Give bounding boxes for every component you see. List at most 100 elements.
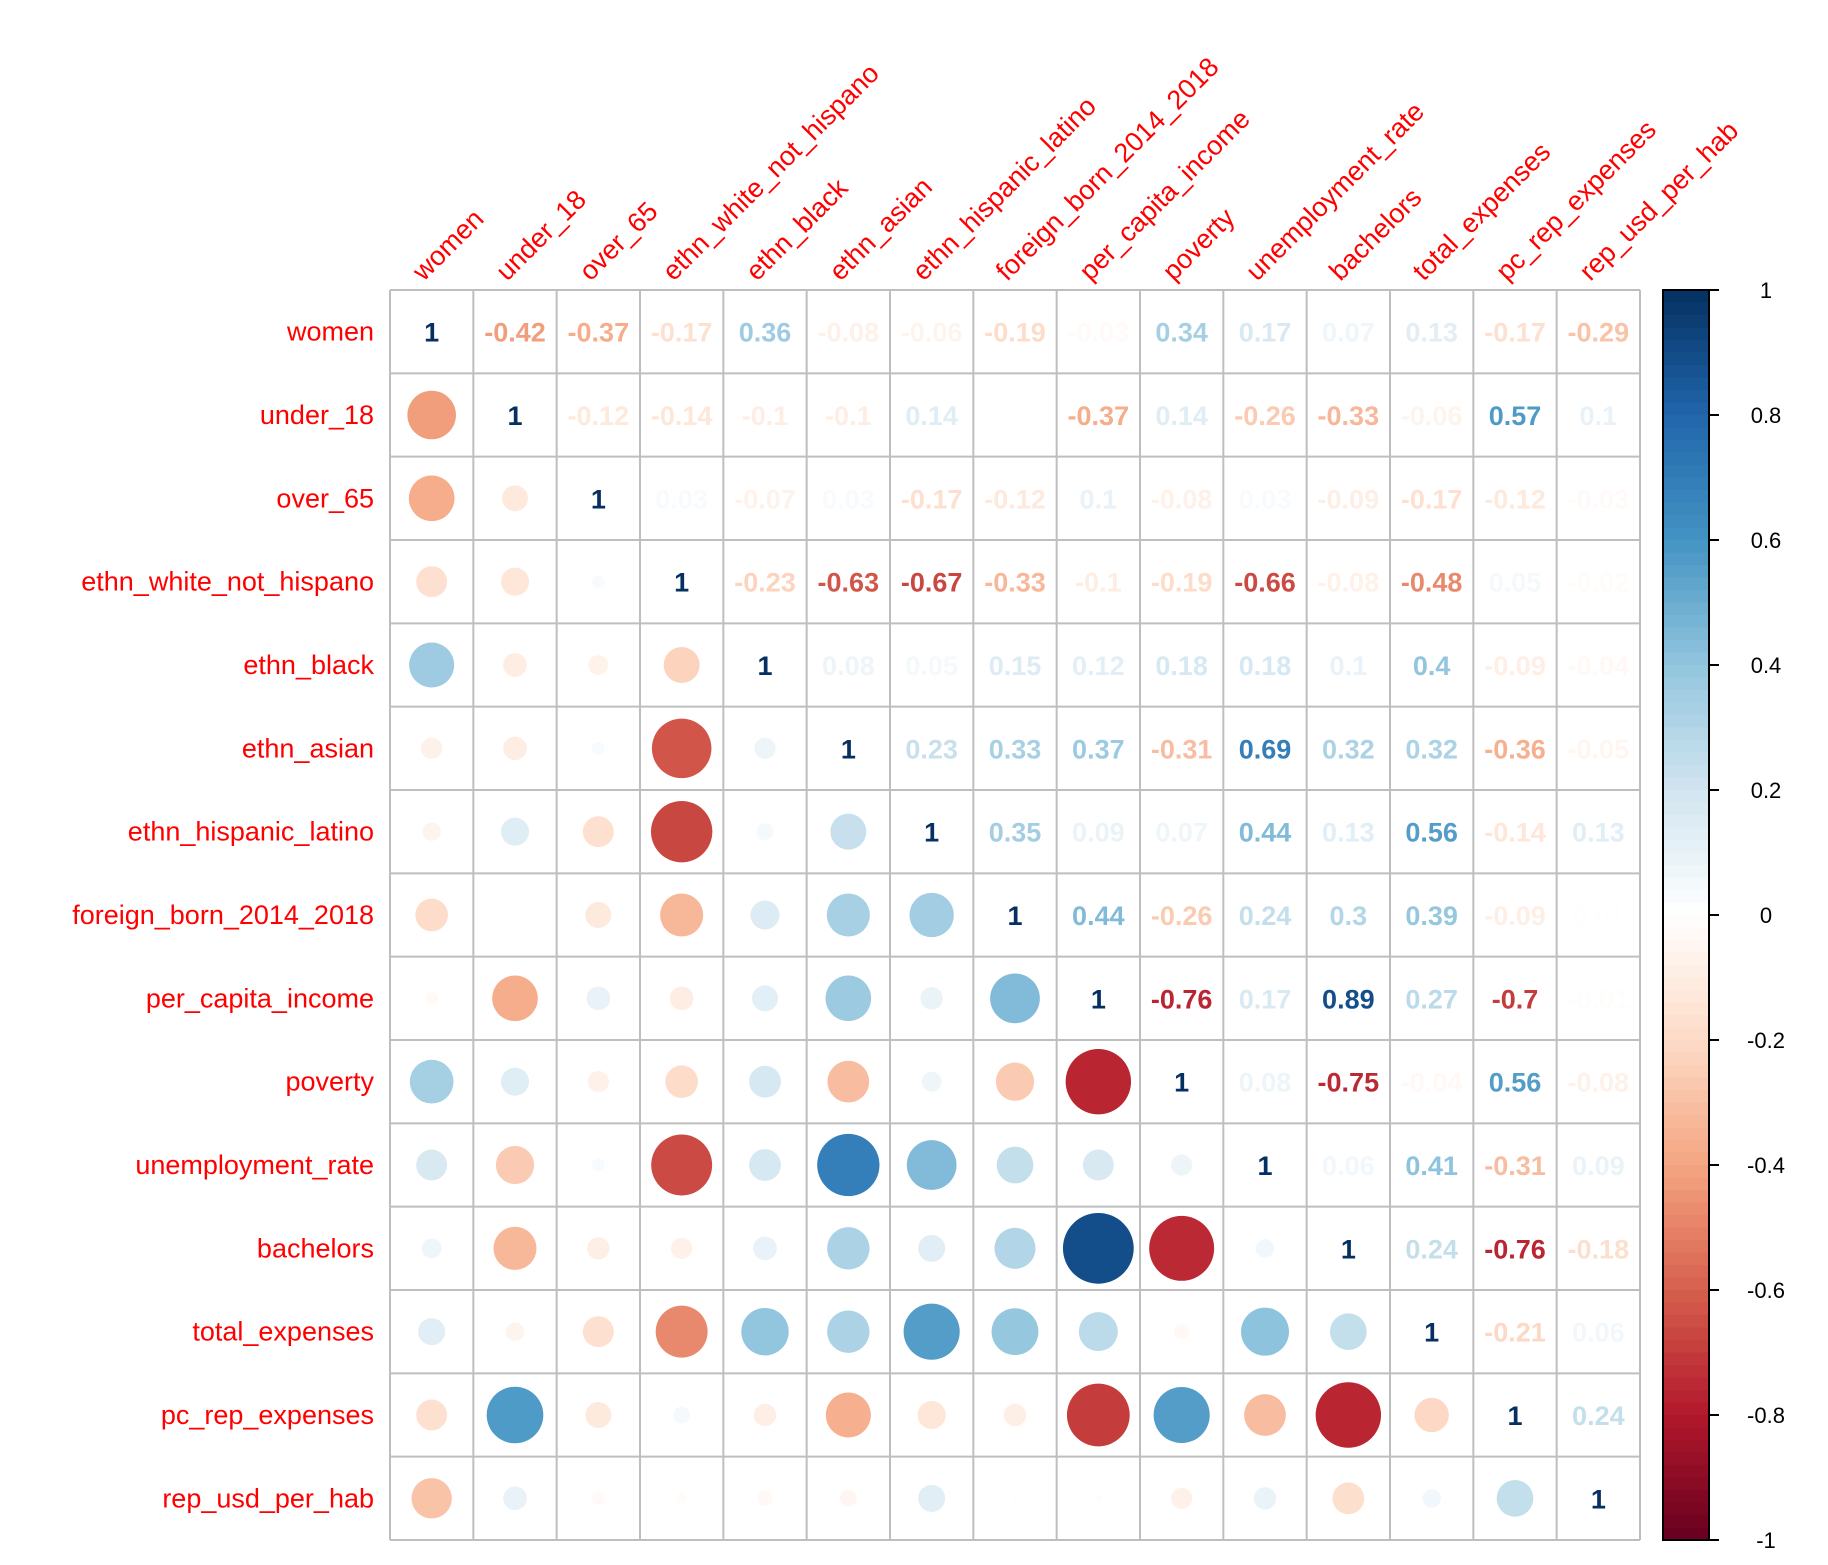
colorbar-segment <box>1663 1240 1709 1254</box>
colorbar-segment <box>1663 602 1709 616</box>
correlation-value: -0.7 <box>1492 984 1539 1014</box>
correlation-value: 0.23 <box>905 734 958 764</box>
correlation-circle <box>996 1146 1034 1184</box>
correlation-circle <box>655 1305 708 1358</box>
correlation-value: 0.34 <box>1155 318 1208 348</box>
correlation-circle <box>1174 1324 1190 1340</box>
correlation-value: 0.36 <box>739 318 792 348</box>
colorbar-segment <box>1663 552 1709 566</box>
correlation-circle <box>582 816 614 848</box>
correlation-value: -0.12 <box>1484 484 1546 514</box>
correlation-circle <box>1153 1386 1210 1444</box>
colorbar-segment <box>1663 915 1709 929</box>
correlation-circle <box>673 1406 691 1424</box>
correlation-circle <box>756 823 774 841</box>
colorbar-tick-label: -0.6 <box>1747 1278 1785 1303</box>
correlation-value: -0.76 <box>1151 984 1213 1014</box>
correlation-value: -0.66 <box>1234 568 1296 598</box>
correlation-value: -0.17 <box>1484 318 1546 348</box>
correlation-value: -0.19 <box>984 318 1046 348</box>
correlation-value: 0.35 <box>989 818 1042 848</box>
correlation-value: -0.76 <box>1484 1234 1546 1264</box>
correlation-circle <box>909 892 954 938</box>
colorbar-segment <box>1663 990 1709 1004</box>
correlation-value: -0.07 <box>734 484 796 514</box>
correlation-value: -0.31 <box>1484 1151 1546 1181</box>
correlation-value: 1 <box>1174 1068 1189 1098</box>
correlation-value: 0.17 <box>1239 318 1292 348</box>
correlation-circle <box>749 1149 781 1181</box>
correlation-value: 0.1 <box>1330 651 1368 681</box>
correlation-value: -0.09 <box>1318 484 1380 514</box>
colorbar-segment <box>1663 452 1709 466</box>
correlation-circle <box>903 1303 960 1360</box>
colorbar-tick-label: 0.8 <box>1751 403 1782 428</box>
row-labels: women under_18 over_65 ethn_white_not_hispa… <box>72 317 374 1514</box>
correlation-value: 1 <box>1507 1401 1522 1431</box>
correlation-value: -0.01 <box>1568 984 1630 1014</box>
correlation-circle <box>826 893 870 937</box>
correlation-circle <box>591 1158 605 1172</box>
correlation-circle <box>587 1237 610 1260</box>
correlation-circle <box>825 975 872 1022</box>
colorbar-tick-label: 0.2 <box>1751 778 1782 803</box>
correlation-value: -0.26 <box>1151 901 1213 931</box>
colorbar-segment <box>1663 590 1709 604</box>
correlation-value: 0.37 <box>1072 734 1125 764</box>
correlation-value: 0.06 <box>1322 1151 1375 1181</box>
correlation-value: 1 <box>1341 1234 1356 1264</box>
correlation-circle <box>411 1478 452 1519</box>
correlation-circle <box>588 655 609 675</box>
correlation-circle <box>918 1484 946 1512</box>
correlation-value: 0.32 <box>1405 734 1458 764</box>
colorbar-tick-label: 1 <box>1760 278 1772 303</box>
colorbar-segment <box>1663 1152 1709 1166</box>
row-label: ethn_asian <box>242 733 374 763</box>
correlation-circle <box>585 1402 612 1428</box>
correlation-circle <box>1094 1494 1103 1503</box>
column-label: women <box>406 203 489 286</box>
correlation-value: -0.06 <box>901 318 963 348</box>
correlation-value: -0.31 <box>1151 734 1213 764</box>
correlation-circle <box>416 1149 448 1181</box>
correlation-circle <box>1422 1489 1441 1508</box>
correlation-value: -0.03 <box>1568 484 1630 514</box>
correlation-circle <box>1011 1494 1019 1503</box>
correlation-circle <box>1003 1403 1027 1427</box>
correlation-value: 1 <box>1257 1151 1272 1181</box>
correlation-circle <box>591 741 605 755</box>
correlation-circle <box>1329 1313 1367 1351</box>
correlation-value: -0.14 <box>651 401 713 431</box>
correlation-value: 0.06 <box>1572 1318 1625 1348</box>
correlation-value: 0.24 <box>1239 901 1292 931</box>
row-label: total_expenses <box>192 1317 374 1347</box>
correlation-value: 0.1 <box>1580 401 1618 431</box>
colorbar-segment <box>1663 402 1709 416</box>
colorbar-segment <box>1663 1290 1709 1304</box>
colorbar-segment <box>1663 1502 1709 1516</box>
colorbar-segment <box>1663 1002 1709 1016</box>
colorbar-segment <box>1663 1115 1709 1129</box>
colorbar-segment <box>1663 902 1709 916</box>
column-label: pc_rep_expenses <box>1490 114 1662 286</box>
correlation-circle <box>418 1318 446 1346</box>
correlation-circle <box>500 567 530 596</box>
colorbar-segment <box>1663 827 1709 841</box>
correlation-value: -0.18 <box>1568 1234 1630 1264</box>
correlation-value: -0.67 <box>901 568 963 598</box>
colorbar-segment <box>1663 390 1709 404</box>
colorbar-segment <box>1663 815 1709 829</box>
correlation-value: 1 <box>1424 1318 1439 1348</box>
correlation-circle <box>591 1491 605 1505</box>
colorbar-segment <box>1663 327 1709 341</box>
colorbar-segment <box>1663 527 1709 541</box>
correlation-value: -0.63 <box>818 568 880 598</box>
correlation-value: 0.1 <box>1080 484 1118 514</box>
colorbar-segment <box>1663 1477 1709 1491</box>
correlation-value: 0.39 <box>1405 901 1458 931</box>
correlation-value: 0.17 <box>1239 984 1292 1014</box>
colorbar-segment <box>1663 790 1709 804</box>
correlation-value: 1 <box>924 818 939 848</box>
colorbar-segment <box>1663 1215 1709 1229</box>
